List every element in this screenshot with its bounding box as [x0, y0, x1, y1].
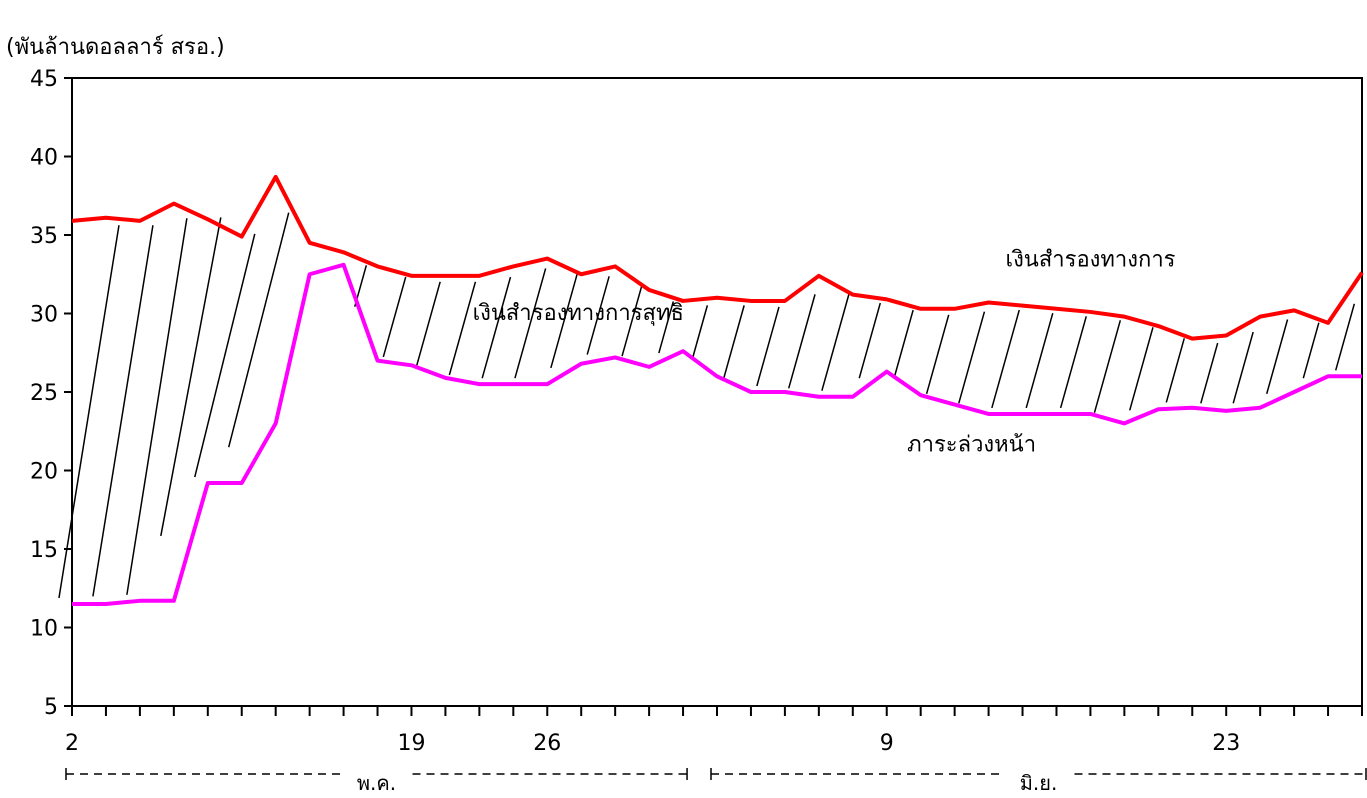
hatch-line	[194, 233, 256, 478]
x-tick-label: 26	[533, 731, 561, 756]
annotations: เงินสำรองทางการเงินสำรองทางการสุทธิภาระล…	[473, 247, 1176, 457]
hatch-line	[658, 301, 675, 354]
hatch-line	[382, 276, 407, 358]
hatch-line	[958, 311, 986, 404]
hatch-line	[1200, 342, 1219, 404]
unit-label: (พันล้านดอลลาร์ สรอ.)	[6, 35, 225, 60]
hatch-line	[58, 225, 120, 599]
month-label: มิ.ย.	[1020, 771, 1058, 795]
month-label: พ.ค.	[357, 771, 396, 795]
hatch-line	[925, 314, 950, 395]
hatch-line	[1129, 327, 1154, 411]
hatch-line	[550, 272, 579, 369]
y-tick-label: 10	[30, 617, 58, 642]
y-tick-label: 25	[30, 381, 58, 406]
hatch-line	[586, 276, 610, 355]
hatch-line	[1266, 319, 1289, 395]
hatch-line	[1059, 316, 1087, 409]
y-tick-label: 45	[30, 67, 58, 92]
series-line	[71, 174, 1364, 341]
hatch-region	[58, 212, 1356, 599]
hatch-line	[821, 291, 851, 391]
hatch-line	[1302, 322, 1320, 379]
x-tick-label: 2	[65, 731, 79, 756]
y-tick-label: 30	[30, 303, 58, 328]
y-tick-label: 15	[30, 538, 58, 563]
month-brackets: พ.ค. มิ.ย.	[65, 768, 1367, 795]
hatch-line	[227, 212, 290, 448]
hatch-line	[858, 302, 882, 379]
y-tick-label: 40	[30, 146, 58, 171]
hatch-line	[415, 281, 441, 366]
y-tick-label: 35	[30, 224, 58, 249]
hatch-line	[621, 283, 643, 357]
hatch-line	[1025, 313, 1054, 409]
series-annotation: เงินสำรองทางการสุทธิ	[473, 301, 684, 326]
hatch-line	[1165, 338, 1185, 403]
hatch-line	[1334, 303, 1356, 371]
hatch-line	[448, 281, 477, 376]
hatch-line	[481, 276, 512, 379]
hatch-line	[126, 218, 188, 595]
series-layer	[71, 174, 1364, 606]
y-axis: 5 10 15 20 25 30 35 40 45	[30, 67, 72, 720]
series-annotation: ภาระล่วงหน้า	[907, 433, 1036, 458]
x-axis: 2 19 26 9 23	[65, 706, 1363, 756]
x-tick-label: 9	[880, 731, 894, 756]
hatch-line	[92, 225, 154, 597]
hatch-line	[756, 306, 780, 387]
hatch-line	[723, 305, 745, 379]
hatch-line	[691, 305, 709, 358]
hatch-line	[787, 294, 816, 389]
x-tick-label: 23	[1212, 731, 1240, 756]
hatch-line	[893, 309, 914, 378]
series-annotation: เงินสำรองทางการ	[1006, 247, 1176, 272]
y-tick-label: 20	[30, 460, 58, 485]
hatch-line	[160, 217, 222, 537]
hatch-line	[514, 268, 547, 379]
hatch-line	[1093, 320, 1122, 413]
hatch-line	[1232, 331, 1254, 404]
x-tick-label: 19	[397, 731, 425, 756]
series-line	[72, 262, 1362, 606]
hatch-line	[991, 309, 1020, 409]
y-tick-label: 5	[44, 695, 58, 720]
